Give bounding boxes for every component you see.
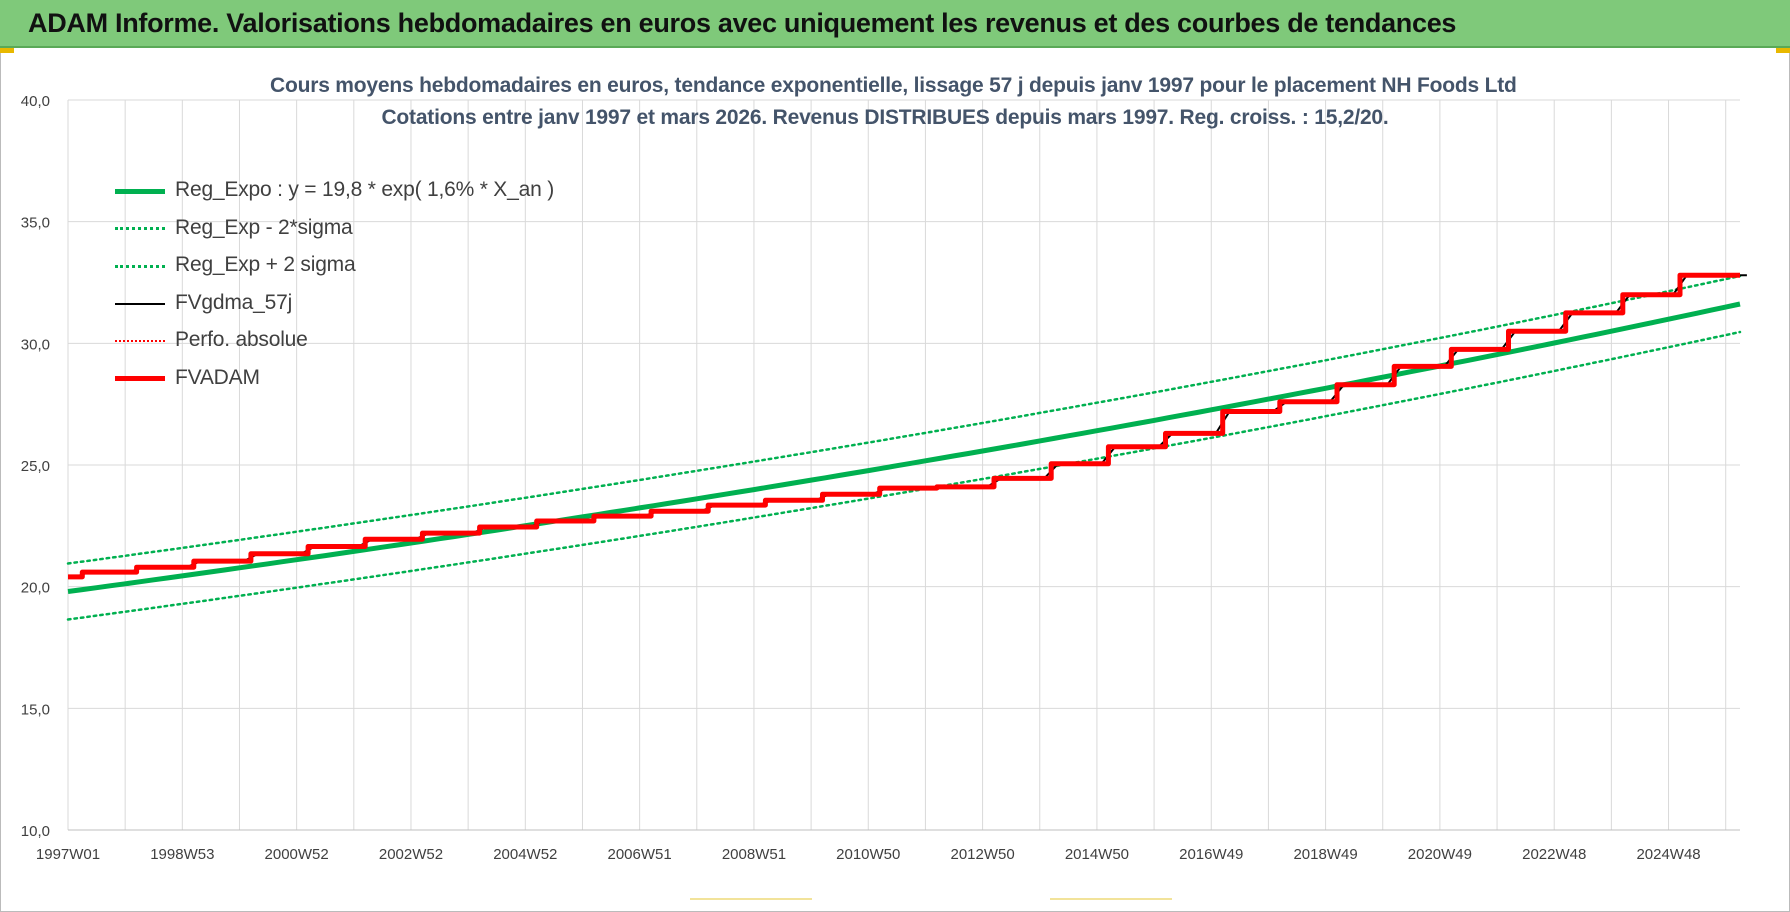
chart-subtitle: Cotations entre janv 1997 et mars 2026. …: [381, 106, 1389, 129]
x-tick-label: 2020W49: [1408, 846, 1472, 863]
x-tick-label: 2008W51: [722, 846, 786, 863]
legend-label: Reg_Expo : y = 19,8 * exp( 1,6% * X_an ): [175, 178, 554, 201]
legend-label: FVADAM: [175, 365, 260, 389]
x-tick-label: 2000W52: [265, 846, 329, 863]
y-tick-label: 10,0: [21, 823, 50, 840]
legend-item: FVADAM: [115, 364, 575, 402]
legend-label: FVgdma_57j: [175, 290, 293, 314]
x-tick-label: 1998W53: [150, 846, 214, 863]
legend-item: Reg_Exp - 2*sigma: [115, 214, 575, 252]
y-tick-label: 20,0: [21, 580, 50, 597]
y-tick-label: 40,0: [21, 93, 50, 110]
legend-swatch: [115, 188, 165, 194]
x-tick-label: 2002W52: [379, 846, 443, 863]
legend-swatch: [115, 264, 165, 268]
y-axis-ticks: 10,0 15,0 20,0 25,0 30,0 35,0 40,0: [21, 93, 50, 840]
legend-label: Reg_Exp + 2 sigma: [175, 253, 356, 276]
legend-swatch: [115, 227, 165, 230]
chart-title-block: Cours moyens hebdomadaires en euros, ten…: [270, 70, 1517, 134]
legend-item: Reg_Expo : y = 19,8 * exp( 1,6% * X_an ): [115, 176, 575, 214]
report-title: ADAM Informe. Valorisations hebdomadaire…: [28, 8, 1457, 38]
legend-swatch: [115, 340, 165, 342]
fvadam-line: [68, 272, 1740, 580]
x-tick-label: 2016W49: [1179, 846, 1243, 863]
reg-exp-minus-2sigma-line: [66, 330, 1742, 621]
x-tick-label: 2022W48: [1522, 846, 1586, 863]
series-layer: [66, 272, 1747, 621]
legend-label: Reg_Exp - 2*sigma: [175, 215, 353, 239]
corner-mark-right: [1776, 48, 1790, 53]
y-tick-label: 30,0: [21, 336, 50, 353]
report-banner: ADAM Informe. Valorisations hebdomadaire…: [0, 0, 1790, 48]
bottom-accent-1: [690, 898, 812, 900]
legend-label: Perfo. absolue: [175, 328, 308, 351]
x-axis-ticks: 1997W01 1998W53 2000W52 2002W52 2004W52 2006W…: [36, 846, 1701, 863]
reg-expo-line: [67, 301, 1741, 594]
reg-exp-plus-2sigma-line: [66, 274, 1742, 565]
x-tick-label: 1997W01: [36, 846, 100, 863]
bottom-accent-2: [1050, 898, 1172, 900]
chart-title: Cours moyens hebdomadaires en euros, ten…: [270, 74, 1517, 97]
x-tick-label: 2004W52: [493, 846, 557, 863]
x-tick-label: 2006W51: [608, 846, 672, 863]
legend-swatch: [115, 376, 165, 381]
y-tick-label: 35,0: [21, 215, 50, 232]
grid-lines: [67, 99, 1740, 831]
legend-item: FVgdma_57j: [115, 289, 575, 327]
legend-item: Reg_Exp + 2 sigma: [115, 251, 575, 289]
chart-legend: Reg_Expo : y = 19,8 * exp( 1,6% * X_an )…: [115, 176, 575, 401]
y-tick-label: 15,0: [21, 701, 50, 718]
legend-item: Perfo. absolue: [115, 326, 575, 364]
x-tick-label: 2010W50: [836, 846, 900, 863]
y-tick-label: 25,0: [21, 458, 50, 475]
legend-swatch: [115, 302, 165, 305]
corner-mark-left: [0, 48, 14, 53]
x-tick-label: 2024W48: [1636, 846, 1700, 863]
x-tick-label: 2018W49: [1293, 846, 1357, 863]
x-tick-label: 2014W50: [1065, 846, 1129, 863]
x-tick-label: 2012W50: [950, 846, 1014, 863]
